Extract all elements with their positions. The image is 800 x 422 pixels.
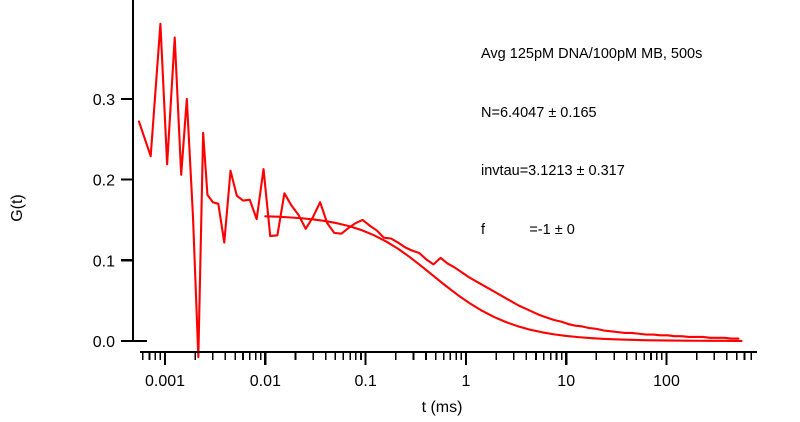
y-tick-label: 0.2 xyxy=(93,173,115,190)
data-traces xyxy=(137,22,743,359)
annotation-line-invtau: invtau=3.1213 ± 0.317 xyxy=(481,163,625,179)
x-tick-label: 10 xyxy=(557,373,575,390)
y-tick-label: 0.0 xyxy=(93,334,115,351)
x-tick-label: 0.1 xyxy=(354,373,376,390)
y-axis-title: G(t) xyxy=(9,194,26,222)
x-tick-label: 0.01 xyxy=(250,373,281,390)
annotation-line-title: Avg 125pM DNA/100pM MB, 500s xyxy=(481,46,703,62)
axes-layer xyxy=(121,0,757,365)
y-tick-label: 0.3 xyxy=(93,92,115,109)
x-tick-label: 1 xyxy=(461,373,470,390)
x-axis-title: t (ms) xyxy=(422,399,463,416)
annotation-line-n: N=6.4047 ± 0.165 xyxy=(481,104,597,121)
fit-parameters-annotation: Avg 125pM DNA/100pM MB, 500s N=6.4047 ± … xyxy=(481,6,702,279)
correlation-data-trace xyxy=(137,22,740,359)
axis-labels-layer: 0.0 0.1 0.2 0.3 0.001 0.01 0.1 1 10 100 xyxy=(93,92,680,390)
x-tick-label: 0.001 xyxy=(145,373,185,390)
y-tick-label: 0.1 xyxy=(93,253,115,270)
fit-curve-trace xyxy=(264,215,743,342)
x-tick-label: 100 xyxy=(653,373,680,390)
annotation-line-f: f =-1 ± 0 xyxy=(481,221,575,238)
